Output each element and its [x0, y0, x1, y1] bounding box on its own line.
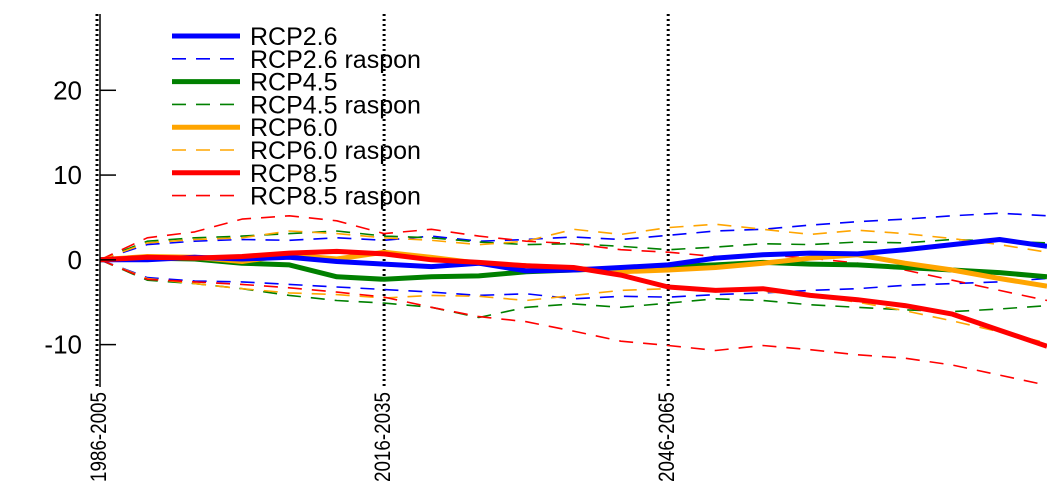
y-tick-label: -10	[44, 330, 82, 360]
series-layer	[99, 212, 1047, 387]
series-rcp6-0-raspon-upper-line	[99, 223, 1047, 261]
series-rcp4-5-raspon-upper-line	[99, 230, 1047, 261]
x-tick-label: 2016-2035	[370, 392, 395, 482]
x-tick-label: 1986-2005	[86, 392, 111, 482]
legend-label: RCP6.0	[250, 114, 338, 142]
x-tick-labels: 1986-2005 2016-2035 2046-2065	[86, 392, 679, 482]
period-separators	[95, 14, 670, 387]
y-tick-label: 10	[53, 160, 82, 190]
series-rcp8-5-raspon-lower-line	[99, 259, 1047, 387]
series-rcp4-5-raspon-lower-line	[99, 259, 1047, 319]
y-tick-label: 0	[68, 245, 82, 275]
legend-label: RCP8.5 raspon	[250, 183, 421, 211]
series-rcp2-6-raspon-upper-line	[99, 212, 1047, 261]
series-rcp2-6-raspon-lower-line	[99, 259, 1047, 300]
y-tick-labels: 20 10 0 -10	[44, 75, 116, 360]
legend-label: RCP4.5	[250, 69, 338, 97]
y-tick-label: 20	[53, 75, 82, 105]
legend-label: RCP2.6	[250, 23, 338, 51]
legend-label: RCP4.5 raspon	[250, 91, 421, 119]
series-rcp6-0-raspon-lower-line	[99, 259, 1047, 344]
legend-label: RCP2.6 raspon	[250, 46, 421, 74]
x-tick-label: 2046-2065	[654, 392, 679, 482]
legend-label: RCP8.5	[250, 160, 338, 188]
legend-label: RCP6.0 raspon	[250, 137, 421, 165]
series-rcp8-5-line	[99, 248, 1047, 349]
